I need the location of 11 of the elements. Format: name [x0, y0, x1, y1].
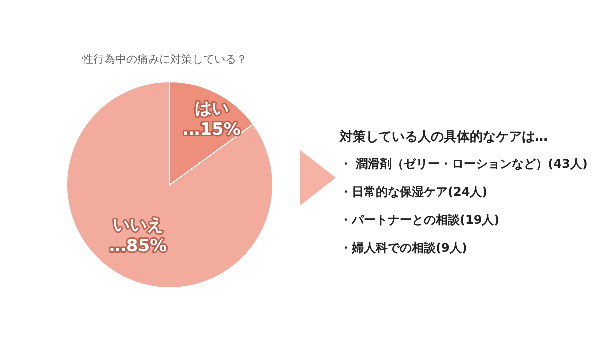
chart-title: 性行為中の痛みに対策している？ [81, 52, 248, 67]
slice-label: いいえ [112, 215, 164, 236]
slice-label: はい [195, 98, 229, 119]
text: ・ 潤滑剤（ゼリー・ローションなど）(43人) [340, 156, 589, 173]
text: ・婦人科での相談(9人) [340, 240, 468, 257]
text: 対策している人の具体的なケアは… [340, 128, 549, 146]
data-label: …85% [109, 236, 168, 257]
data-label: …15% [183, 120, 241, 140]
pie-slice [66, 82, 274, 288]
text: ・日常的な保湿ケア(24人) [340, 184, 489, 201]
text: ・パートナーとの相談(19人) [340, 212, 501, 229]
